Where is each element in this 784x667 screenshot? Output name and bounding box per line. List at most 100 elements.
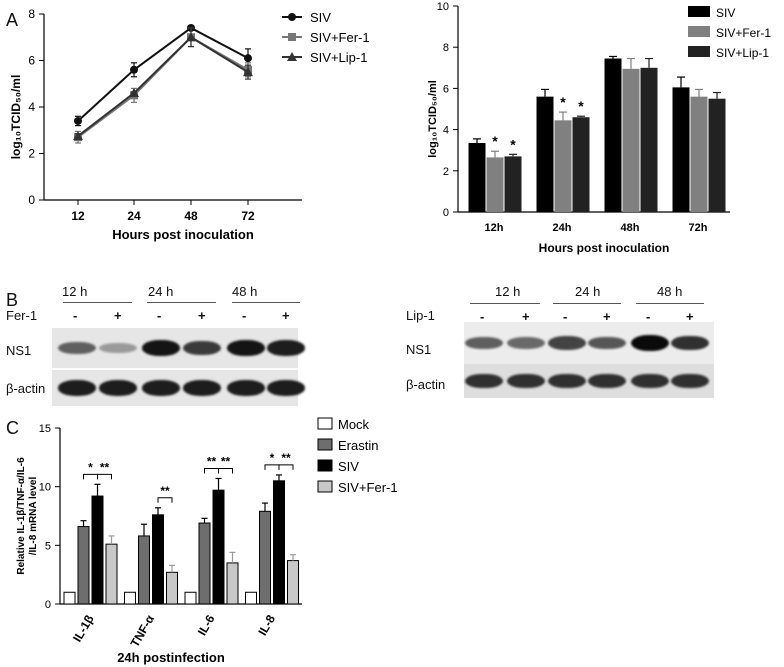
bar	[708, 98, 726, 212]
y-tick-label: 5	[45, 540, 51, 552]
series-line-2	[77, 35, 249, 137]
timepoint-bracket-line	[636, 303, 704, 304]
data-point	[130, 65, 138, 74]
blot1-ns1-strip	[52, 328, 305, 368]
blot1-timepoint-2: 48 h	[232, 284, 258, 299]
blot1-actin-strip	[52, 370, 305, 406]
legend-label: Erastin	[338, 438, 378, 453]
y-tick-label: 8	[28, 7, 35, 21]
y-tick-label: 0	[45, 599, 51, 611]
bar	[259, 510, 271, 605]
y-tick-label: 8	[443, 42, 449, 54]
timepoint-bracket-line	[63, 302, 132, 303]
legend-label: SIV	[310, 10, 331, 25]
blot2-actin-strip	[464, 364, 714, 398]
y-tick-label: 10	[437, 1, 449, 13]
significance-star: *	[270, 451, 275, 465]
x-tick-label: 48	[184, 209, 198, 223]
blot1-timepoint-0: 12 h	[62, 284, 88, 299]
bar	[536, 96, 554, 212]
lane-sign: -	[73, 308, 78, 323]
blot-band	[58, 341, 96, 355]
x-axis-title: 24h postinfection	[117, 650, 225, 665]
legend-label: SIV+Lip-1	[310, 50, 367, 65]
bar	[138, 535, 150, 605]
significance-star: *	[560, 94, 566, 110]
blot-fer1: 12 h 24 h 48 h Fer-1 - + - + - + NS1 β-actin	[0, 280, 310, 410]
blot-band	[548, 373, 586, 389]
legend-label: SIV+Fer-1	[310, 30, 370, 45]
bar	[640, 67, 658, 212]
x-tick-label: TNF-α	[128, 612, 158, 650]
blot-band	[267, 380, 305, 396]
significance-star: **	[281, 451, 291, 465]
blot2-timepoint-1: 24 h	[575, 284, 601, 299]
legend-swatch	[317, 459, 333, 472]
bar	[166, 571, 178, 605]
significance-star: **	[100, 460, 110, 474]
panel-label-c: C	[6, 418, 19, 438]
y-axis-title-line: /IL-8 mRNA level	[28, 477, 39, 556]
blot2-ns1-strip	[464, 322, 714, 364]
bar	[672, 87, 690, 212]
legend-marker	[287, 52, 297, 61]
x-tick-label: 24	[127, 209, 141, 223]
titer-bar-chart: 0 2 4 6 8 10 * * 12h * * 24h 48h 72h Hours post inocul…	[427, 1, 771, 255]
x-tick-label: IL-1β	[70, 613, 96, 645]
data-point	[74, 116, 82, 125]
lane-sign: +	[198, 308, 206, 323]
significance-bracket	[218, 467, 233, 474]
x-tick-label: 48h	[621, 222, 640, 234]
bar	[152, 514, 164, 605]
bar	[77, 526, 90, 605]
blot-band	[227, 380, 265, 396]
timepoint-bracket-line	[147, 302, 216, 303]
y-tick-label: 4	[28, 100, 35, 114]
x-axis-title: Hours post inoculation	[539, 241, 670, 255]
data-point	[243, 67, 253, 77]
y-axis-title: log₁₀TCID₅₀/ml	[9, 75, 23, 160]
significance-bracket	[204, 467, 219, 474]
data-point	[129, 88, 139, 98]
bar	[622, 68, 640, 212]
x-tick-label: 72	[241, 209, 255, 223]
blot-band	[465, 336, 503, 350]
lane-sign: -	[242, 308, 247, 323]
blot-lip1: 12 h 24 h 48 h Lip-1 - + - + - + NS1 β-actin	[400, 280, 730, 410]
bar	[690, 96, 708, 212]
y-tick-label: 2	[28, 147, 35, 161]
legend-swatch	[317, 480, 333, 493]
panel-label-b: B	[6, 290, 19, 310]
legend-label: Mock	[338, 417, 370, 432]
lane-sign: -	[646, 309, 651, 324]
blot-band	[58, 380, 96, 396]
significance-bracket	[97, 473, 112, 480]
blot2-timepoint-0: 12 h	[495, 284, 521, 299]
x-tick-label: 24h	[553, 222, 572, 234]
lane-sign: +	[686, 309, 694, 324]
bar	[273, 480, 285, 605]
blot-band	[183, 380, 221, 396]
series-line-1	[77, 35, 249, 139]
significance-star: *	[578, 98, 584, 114]
legend-swatch	[317, 438, 333, 451]
legend-swatch	[688, 6, 710, 17]
y-tick-label: 2	[443, 166, 449, 178]
legend-swatch	[688, 46, 710, 57]
bar	[486, 157, 504, 212]
blot-band	[99, 343, 137, 353]
significance-bracket	[157, 497, 173, 503]
y-tick-label: 6	[28, 54, 35, 68]
significance-bracket	[264, 464, 280, 470]
blot2-row-label-ns1: NS1	[406, 342, 432, 357]
bar	[572, 117, 590, 212]
significance-star: **	[221, 454, 231, 468]
legend-swatch	[317, 417, 333, 430]
lane-sign: +	[603, 309, 611, 324]
bar	[245, 591, 257, 605]
blot2-timepoint-2: 48 h	[657, 284, 683, 299]
y-tick-label: 15	[39, 423, 51, 435]
bar	[287, 560, 299, 605]
significance-bracket	[278, 464, 294, 470]
